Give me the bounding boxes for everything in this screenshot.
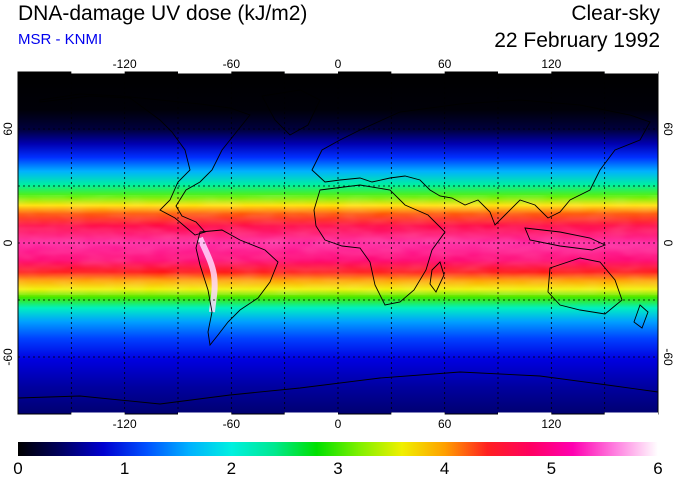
- data-source: MSR - KNMI: [18, 31, 103, 48]
- lon-label-bottom: 0: [335, 417, 342, 431]
- frame-segment-bottom: [284, 412, 338, 416]
- lat-label-right: 0: [661, 240, 675, 247]
- lon-label-top: 0: [335, 57, 342, 71]
- colorbar-label: 1: [120, 459, 129, 478]
- map-date: 22 February 1992: [494, 29, 660, 52]
- coast-australia: [547, 257, 623, 315]
- lon-label-bottom: 60: [438, 417, 452, 431]
- frame-segment-top: [498, 70, 552, 74]
- colorbar: [18, 442, 658, 456]
- sky-condition: Clear-sky: [571, 2, 660, 25]
- lat-label-right: 60: [661, 122, 675, 136]
- andes-high-dose: [197, 236, 218, 313]
- lat-lon-grid: [18, 72, 658, 414]
- colorbar-label: 3: [333, 459, 342, 478]
- coast-africa: [313, 184, 446, 306]
- colorbar-label: 5: [547, 459, 556, 478]
- lon-label-top: -60: [223, 57, 241, 71]
- lon-label-top: 120: [541, 57, 561, 71]
- frame-segment-bottom: [391, 412, 445, 416]
- lat-label-left: 60: [1, 122, 15, 136]
- lat-label-right: -60: [661, 348, 675, 366]
- frame-segment-top: [284, 70, 338, 74]
- lon-label-bottom: 120: [541, 417, 561, 431]
- colorbar-label: 0: [13, 459, 22, 478]
- coast-south-america: [195, 229, 279, 347]
- lon-label-bottom: -60: [223, 417, 241, 431]
- map-title: DNA-damage UV dose (kJ/m2): [18, 2, 308, 25]
- colorbar-label: 4: [440, 459, 449, 478]
- coast-greenland: [261, 89, 321, 136]
- coastlines: [18, 89, 658, 405]
- colorbar-labels: 0 1 2 3 4 5 6: [13, 459, 662, 478]
- colorbar-label: 2: [227, 459, 236, 478]
- coast-indonesia: [524, 227, 607, 251]
- frame-segment-top: [391, 70, 445, 74]
- lat-label-left: -60: [1, 348, 15, 366]
- frame-segment-top: [178, 70, 232, 74]
- map-axis-ticks: -120 -120 -60 -60 0 0 60 60 120 120 60 60 0 0 -60 -60: [1, 57, 675, 431]
- lon-label-top: 60: [438, 57, 452, 71]
- frame-segment-bottom: [498, 412, 552, 416]
- coast-new-zealand: [633, 304, 649, 329]
- frame-segment-top: [71, 70, 125, 74]
- lat-label-left: 0: [1, 239, 15, 246]
- coast-madagascar: [429, 261, 445, 293]
- colorbar-label: 6: [653, 459, 662, 478]
- coast-north-america: [39, 93, 251, 236]
- lon-label-bottom: -120: [113, 417, 137, 431]
- coast-europe-asia: [311, 99, 651, 226]
- coast-antarctica: [18, 371, 658, 405]
- lon-label-top: -120: [113, 57, 137, 71]
- frame-segment-bottom: [604, 412, 658, 416]
- frame-segment-bottom: [178, 412, 232, 416]
- frame-segment-top: [604, 70, 658, 74]
- frame-segment-bottom: [71, 412, 125, 416]
